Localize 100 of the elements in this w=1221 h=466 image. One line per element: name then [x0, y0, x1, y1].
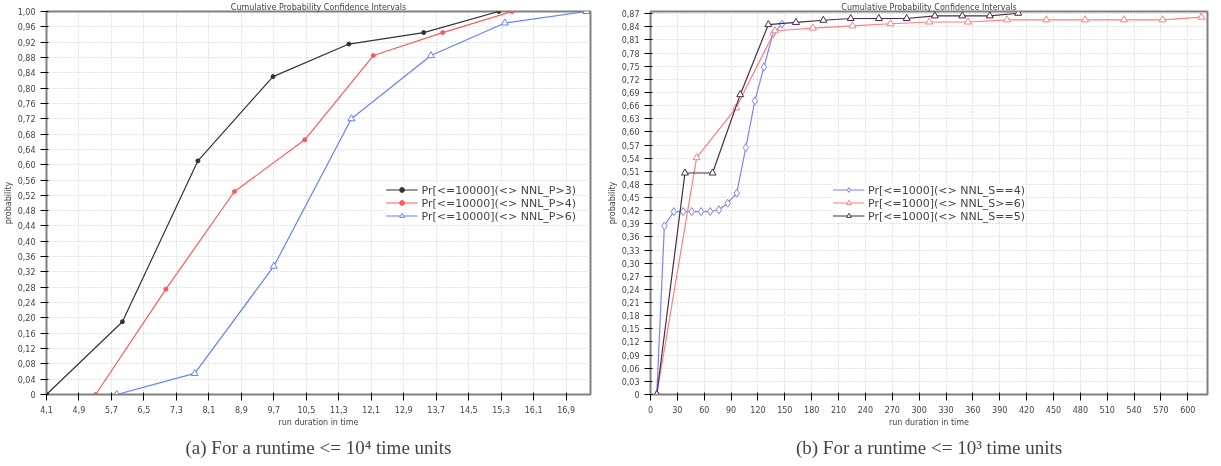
legend-label: Pr[<=10000](<> NNL_P>4) [421, 196, 576, 209]
x-tick-label: 600 [1180, 405, 1196, 415]
y-axis-title: probability [3, 181, 13, 225]
x-tick-label: 390 [992, 405, 1008, 415]
y-tick-label: 0,12 [17, 345, 36, 355]
y-tick-label: 0,51 [621, 167, 640, 177]
y-tick-label: 0,06 [621, 364, 640, 374]
x-tick-label: 16,1 [524, 405, 543, 415]
x-axis-title: run duration in time [888, 417, 970, 427]
x-tick-label: 15,3 [492, 405, 511, 415]
x-tick-label: 180 [804, 405, 820, 415]
y-tick-label: 0,63 [621, 115, 640, 125]
x-tick-label: 300 [911, 405, 927, 415]
y-tick-label: 0,44 [17, 222, 36, 232]
y-tick-label: 0,03 [621, 377, 640, 387]
y-tick-label: 0,81 [621, 36, 640, 46]
x-tick-label: 240 [857, 405, 874, 415]
y-tick-label: 0,33 [621, 246, 640, 256]
y-tick-label: 0,21 [621, 299, 640, 309]
y-tick-label: 0,52 [17, 191, 36, 201]
y-tick-label: 0,09 [621, 351, 640, 361]
y-tick-label: 0,92 [17, 38, 36, 48]
y-tick-label: 1,00 [17, 8, 36, 17]
y-tick-label: 0,18 [621, 312, 640, 322]
y-tick-label: 0,66 [621, 102, 640, 112]
y-tick-label: 0,68 [17, 130, 36, 140]
x-tick-label: 0 [647, 405, 654, 415]
y-tick-label: 0,69 [621, 88, 640, 98]
y-tick-label: 0,60 [621, 128, 640, 138]
x-tick-label: 60 [699, 405, 710, 415]
y-tick-label: 0,84 [621, 23, 640, 33]
y-tick-label: 0,39 [621, 220, 640, 230]
x-tick-label: 360 [965, 405, 981, 415]
y-tick-label: 0,32 [17, 268, 36, 278]
y-tick-label: 0,80 [17, 84, 36, 94]
x-tick-label: 90 [726, 405, 737, 415]
y-tick-label: 0,24 [621, 285, 640, 295]
y-tick-label: 0,56 [17, 176, 36, 186]
x-tick-label: 9,7 [267, 405, 281, 415]
y-tick-label: 0,84 [17, 69, 36, 79]
x-tick-label: 12,9 [394, 405, 413, 415]
legend-label: Pr[<=1000](<> NNL_S==4) [868, 183, 1025, 196]
y-tick-label: 0,04 [17, 375, 36, 385]
text: (a) For a runtime <= 10⁴ time units [185, 436, 452, 459]
x-tick-label: 480 [1072, 405, 1088, 415]
y-tick-label: 0,28 [17, 283, 36, 293]
x-tick-label: 16,9 [557, 405, 576, 415]
y-tick-label: 0,60 [17, 161, 36, 171]
y-tick-label: 0,12 [621, 338, 640, 348]
y-tick-label: 0,54 [621, 154, 640, 164]
y-tick-label: 0,78 [621, 49, 640, 59]
x-tick-label: 12,1 [362, 405, 381, 415]
y-tick-label: 0,36 [17, 253, 36, 263]
legend-label: Pr[<=1000](<> NNL_S>=6) [868, 196, 1025, 209]
y-tick-label: 0,40 [17, 237, 36, 247]
y-tick-label: 0,64 [17, 145, 36, 155]
x-tick-label: 4,9 [72, 405, 86, 415]
y-tick-label: 0,76 [17, 99, 36, 109]
x-tick-label: 11,3 [329, 405, 348, 415]
x-tick-label: 570 [1153, 405, 1169, 415]
y-tick-label: 0,08 [17, 360, 36, 370]
y-tick-label: 0,75 [621, 62, 640, 72]
y-tick-label: 0,57 [621, 141, 640, 151]
x-tick-label: 30 [672, 405, 683, 415]
x-tick-label: 420 [1018, 405, 1035, 415]
x-tick-label: 14,5 [459, 405, 478, 415]
y-tick-label: 0,48 [621, 180, 640, 190]
chart-title: Cumulative Probability Confidence Intervals [230, 2, 407, 12]
x-tick-label: 8,1 [202, 405, 216, 415]
y-axis-title: probability [607, 181, 617, 225]
x-tick-label: 450 [1045, 405, 1062, 415]
y-tick-label: 0,45 [621, 194, 640, 204]
y-tick-label: 0,15 [621, 325, 640, 335]
y-tick-label: 0 [30, 391, 36, 400]
x-tick-label: 540 [1126, 405, 1142, 415]
legend-label: Pr[<=10000](<> NNL_P>6) [421, 209, 576, 222]
y-tick-label: 0,30 [621, 259, 640, 269]
text: (b) For a runtime <= 10³ time units [795, 436, 1063, 459]
x-tick-label: 8,9 [235, 405, 248, 415]
x-tick-label: 270 [884, 405, 900, 415]
y-tick-label: 0,72 [17, 115, 36, 125]
x-tick-label: 330 [938, 405, 954, 415]
x-tick-label: 5,7 [105, 405, 118, 415]
x-axis-title: run duration in time [278, 417, 359, 427]
legend-label: Pr[<=10000](<> NNL_P>3) [421, 183, 576, 196]
y-tick-label: 0,24 [17, 299, 36, 309]
y-tick-label: 0,87 [621, 10, 640, 20]
chart-title: Cumulative Probability Confidence Intervals [841, 2, 1017, 12]
y-tick-label: 0,96 [17, 23, 36, 33]
y-tick-label: 0,42 [621, 207, 640, 217]
y-tick-label: 0,16 [17, 329, 36, 339]
y-tick-label: 0,20 [17, 314, 36, 324]
legend-label: Pr[<=1000](<> NNL_S==5) [868, 209, 1025, 222]
y-tick-label: 0,27 [621, 272, 640, 282]
y-tick-label: 0,36 [621, 233, 640, 243]
y-tick-label: 0,72 [621, 75, 640, 85]
x-tick-label: 7,3 [170, 405, 183, 415]
y-tick-label: 0,88 [17, 53, 36, 63]
x-tick-label: 210 [830, 405, 847, 415]
y-tick-label: 0,48 [17, 207, 36, 217]
